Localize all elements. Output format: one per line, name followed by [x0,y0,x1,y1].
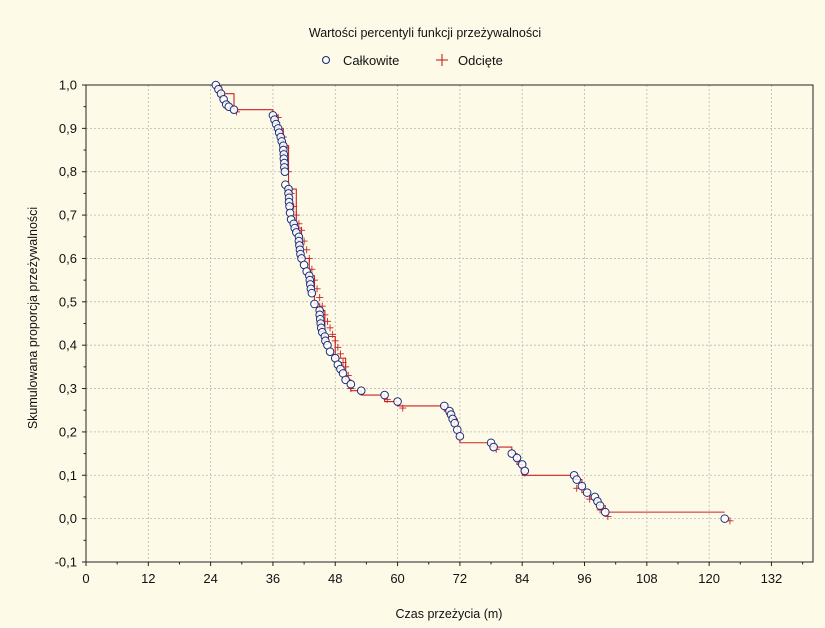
complete-marker [595,501,605,510]
y-tick-label: 1,0 [59,78,77,93]
complete-marker [455,431,465,441]
complete-marker [572,475,582,484]
legend-label-complete: Całkowite [343,53,399,68]
y-tick-label: -0,1 [55,555,77,570]
censored-marker [303,246,311,254]
x-tick-label: 120 [698,571,720,586]
censored-marker [323,317,331,325]
y-tick-label: 0,1 [59,468,77,483]
x-tick-label: 96 [577,571,591,586]
y-axis-label: Skumulowana proporcja przeżywalności [26,207,40,429]
censored-marker [329,330,337,338]
x-tick-label: 48 [328,571,342,586]
legend: Całkowite Odcięte [321,53,503,68]
legend-circle-icon [321,55,331,65]
complete-marker [577,481,587,491]
complete-marker [582,488,592,497]
y-tick-label: 0,6 [59,251,77,266]
complete-marker [600,507,610,517]
complete-marker [489,442,498,452]
y-tick-label: 0,9 [59,121,77,136]
complete-marker [346,379,356,389]
x-tick-label: 84 [515,571,529,586]
complete-marker [520,466,530,476]
complete-marker [440,401,449,411]
y-tick-label: 0,5 [59,294,77,309]
censored-marker [331,337,339,345]
censored-marker [326,324,334,332]
censored-marker [336,350,344,358]
grid [86,85,813,562]
survival-step-path [213,84,725,513]
legend-label-censored: Odcięte [458,53,503,68]
y-tick-label: 0,2 [59,424,77,439]
x-tick-label: 0 [82,571,89,586]
y-tick-label: 0,7 [59,208,77,223]
complete-marker [356,386,366,396]
complete-marker [512,453,522,463]
x-axis-label: Czas przeżycia (m) [396,607,503,621]
y-tick-label: 0,0 [59,511,77,526]
x-tick-label: 60 [390,571,404,586]
complete-marker [380,390,389,400]
x-tick-label: 24 [203,571,217,586]
censored-marker [305,254,313,262]
complete-marker [393,397,402,406]
complete-marker [720,514,730,523]
censored-markers [217,92,734,525]
x-tick-label: 12 [141,571,155,586]
complete-marker [325,347,335,356]
complete-markers [211,80,730,523]
y-tick-label: 0,4 [59,338,77,353]
x-tick-label: 132 [761,571,783,586]
censored-marker [292,211,300,219]
complete-marker [229,105,239,115]
censored-marker [399,404,407,412]
complete-marker [280,167,290,177]
plot-frame [85,84,814,563]
x-tick-label: 72 [453,571,467,586]
survival-step-line [213,84,725,513]
x-tick-label: 36 [266,571,280,586]
complete-marker [307,288,317,298]
complete-marker [310,299,319,309]
censored-marker [334,343,342,351]
x-axis: 0 12 24 36 48 60 72 84 96 108 120 132 [82,562,804,586]
chart-title: Wartości percentyli funkcji przeżywalnoś… [309,26,541,40]
y-axis: -0,1 0,0 0,1 0,2 0,3 0,4 0,5 0,6 0,7 0,8 0,9 1,0 [55,78,86,570]
x-tick-label: 108 [636,571,658,586]
y-tick-label: 0,8 [59,164,77,179]
y-tick-label: 0,3 [59,381,77,396]
censored-marker [316,293,324,301]
